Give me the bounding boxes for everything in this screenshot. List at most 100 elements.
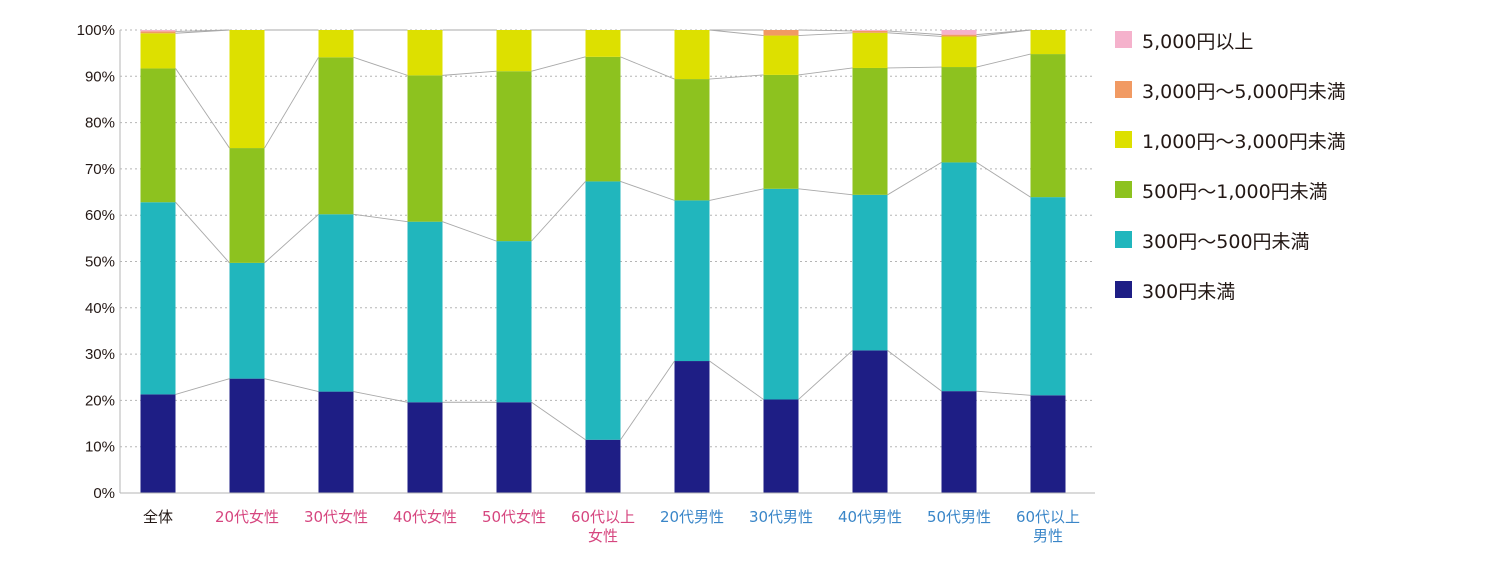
connector-line bbox=[442, 221, 497, 242]
connector-line bbox=[620, 360, 675, 441]
bar-segment bbox=[496, 30, 532, 72]
legend-label: 300円未満 bbox=[1142, 281, 1235, 303]
connector-line bbox=[798, 32, 853, 37]
bar-segment bbox=[674, 30, 710, 80]
bar-segment bbox=[407, 221, 443, 403]
connector-line bbox=[709, 74, 764, 80]
bar-segment bbox=[674, 200, 710, 362]
connector-line bbox=[798, 29, 853, 32]
connector-line bbox=[798, 350, 853, 400]
x-tick-label: 男性 bbox=[1033, 527, 1063, 545]
bar-segment bbox=[941, 30, 977, 35]
x-tick-label: 20代男性 bbox=[660, 508, 724, 526]
legend-label: 1,000円～3,000円未満 bbox=[1142, 131, 1346, 153]
bar-segment bbox=[941, 34, 977, 37]
bar-segment bbox=[229, 262, 265, 379]
bar-segment bbox=[941, 36, 977, 68]
bar-segment bbox=[852, 67, 888, 195]
bar-segment bbox=[763, 74, 799, 189]
connector-line bbox=[887, 32, 942, 37]
bar-segment bbox=[318, 57, 354, 215]
x-tick-label: 60代以上 bbox=[1016, 508, 1080, 526]
bar-segment bbox=[585, 181, 621, 440]
x-tick-label: 50代女性 bbox=[482, 508, 546, 526]
bar-segment bbox=[318, 391, 354, 493]
y-tick-label: 70% bbox=[85, 161, 115, 178]
x-tick-label: 30代女性 bbox=[304, 508, 368, 526]
bar-segment bbox=[763, 399, 799, 493]
connector-line bbox=[976, 53, 1031, 68]
bar-segment bbox=[763, 35, 799, 75]
x-tick-label: 女性 bbox=[588, 527, 618, 545]
bar-segment bbox=[852, 32, 888, 68]
x-tick-label: 20代女性 bbox=[215, 508, 279, 526]
connector-line bbox=[353, 56, 408, 76]
bar-segment bbox=[852, 194, 888, 351]
bar-segment bbox=[140, 33, 176, 69]
connector-line bbox=[353, 391, 408, 403]
legend: 5,000円以上 3,000円～5,000円未満 1,000円～3,000円未満 50… bbox=[1115, 31, 1346, 303]
connector-line bbox=[264, 57, 319, 149]
connector-line bbox=[531, 181, 586, 242]
connector-line bbox=[620, 56, 675, 80]
bar-segment bbox=[140, 31, 176, 34]
legend-swatch bbox=[1115, 181, 1132, 198]
bar-segment bbox=[852, 30, 888, 33]
x-tick-label: 40代女性 bbox=[393, 508, 457, 526]
connector-line bbox=[531, 56, 586, 72]
y-tick-label: 100% bbox=[77, 22, 115, 39]
legend-swatch bbox=[1115, 281, 1132, 298]
bar-segment bbox=[407, 75, 443, 222]
connector-line bbox=[175, 68, 230, 149]
connector-line bbox=[709, 188, 764, 201]
legend-swatch bbox=[1115, 31, 1132, 48]
y-tick-label: 30% bbox=[85, 346, 115, 363]
connector-line bbox=[709, 29, 764, 37]
bar-segment bbox=[140, 30, 176, 32]
bar-segment bbox=[407, 402, 443, 493]
bar-segment bbox=[496, 71, 532, 242]
legend-label: 5,000円以上 bbox=[1142, 31, 1253, 53]
bar-segment bbox=[496, 241, 532, 403]
y-tick-label: 50% bbox=[85, 254, 115, 271]
y-tick-label: 40% bbox=[85, 300, 115, 317]
bar-segment bbox=[318, 214, 354, 392]
connector-line bbox=[798, 67, 853, 76]
y-tick-label: 80% bbox=[85, 115, 115, 132]
legend-swatch bbox=[1115, 231, 1132, 248]
x-tick-label: 全体 bbox=[143, 508, 173, 526]
legend-swatch bbox=[1115, 81, 1132, 98]
bar-segment bbox=[674, 361, 710, 493]
connector-line bbox=[976, 390, 1031, 396]
connector-lines bbox=[175, 29, 1031, 441]
connector-line bbox=[264, 378, 319, 393]
legend-swatch bbox=[1115, 131, 1132, 148]
legend-label: 3,000円～5,000円未満 bbox=[1142, 81, 1346, 103]
connector-line bbox=[175, 378, 230, 395]
bar-segment bbox=[941, 67, 977, 163]
y-tick-label: 90% bbox=[85, 68, 115, 85]
bar-segment bbox=[229, 378, 265, 493]
bars bbox=[140, 30, 1066, 493]
bar-segment bbox=[585, 439, 621, 493]
connector-line bbox=[442, 70, 497, 76]
connector-line bbox=[353, 213, 408, 223]
bar-segment bbox=[674, 79, 710, 201]
x-tick-label: 60代以上 bbox=[571, 508, 635, 526]
x-tick-label: 50代男性 bbox=[927, 508, 991, 526]
y-tick-label: 20% bbox=[85, 392, 115, 409]
bar-segment bbox=[763, 30, 799, 36]
bar-segment bbox=[852, 30, 888, 31]
bar-segment bbox=[229, 30, 265, 149]
bar-segment bbox=[585, 30, 621, 57]
connector-line bbox=[887, 66, 942, 69]
bar-segment bbox=[852, 350, 888, 493]
bar-segment bbox=[140, 394, 176, 493]
y-tick-label: 10% bbox=[85, 439, 115, 456]
bar-segment bbox=[1030, 395, 1066, 493]
connector-line bbox=[709, 360, 764, 400]
connector-line bbox=[264, 213, 319, 264]
bar-segment bbox=[140, 68, 176, 203]
